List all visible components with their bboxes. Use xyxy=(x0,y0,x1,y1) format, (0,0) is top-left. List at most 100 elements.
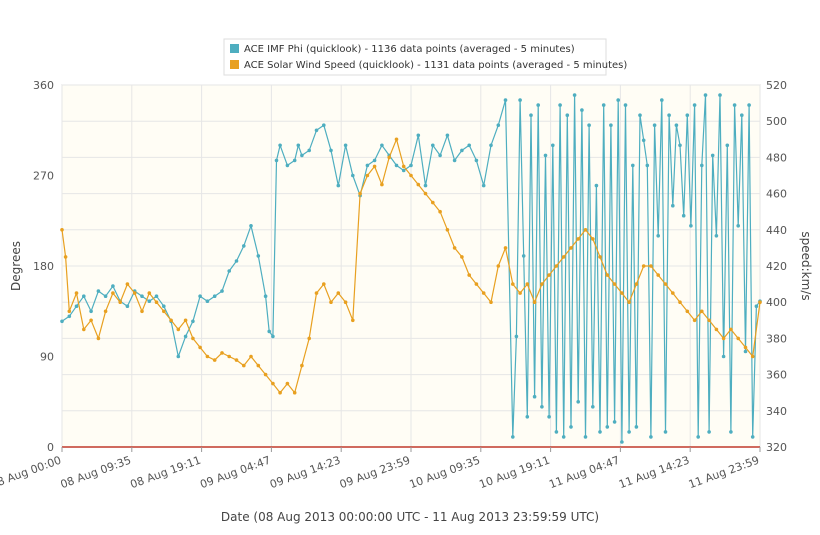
data-point xyxy=(67,309,72,314)
data-point xyxy=(401,164,406,169)
data-point xyxy=(423,191,428,196)
data-point xyxy=(365,173,370,178)
data-point xyxy=(725,143,730,148)
data-point xyxy=(271,381,275,386)
y-right-tick-label: 320 xyxy=(766,441,787,454)
data-point xyxy=(234,259,239,263)
y-right-tick-label: 340 xyxy=(766,405,787,418)
data-point xyxy=(162,309,166,314)
x-tick-label: 11 Aug 04:47 xyxy=(547,454,621,492)
data-point xyxy=(583,228,588,232)
data-point xyxy=(118,300,122,305)
data-point xyxy=(576,400,580,404)
data-point xyxy=(674,123,679,127)
data-point xyxy=(322,123,326,127)
data-point xyxy=(714,234,719,238)
data-point xyxy=(627,430,631,434)
y-right-tick-label: 460 xyxy=(766,188,787,201)
data-point xyxy=(718,93,722,97)
data-point xyxy=(543,153,548,158)
data-point xyxy=(747,103,751,107)
data-point xyxy=(162,304,166,309)
data-point xyxy=(721,354,726,359)
data-point xyxy=(710,153,715,158)
data-point xyxy=(591,237,595,241)
data-point xyxy=(536,103,540,107)
data-point xyxy=(649,435,653,439)
data-point xyxy=(551,143,555,148)
data-point xyxy=(729,430,733,434)
legend-item-imf-phi[interactable]: ACE IMF Phi (quicklook) - 1136 data poin… xyxy=(230,44,575,55)
data-point xyxy=(74,291,79,295)
data-point xyxy=(336,183,341,188)
y-left-tick-label: 360 xyxy=(33,79,54,92)
data-point xyxy=(460,255,464,259)
data-point xyxy=(736,336,740,341)
y-right-tick-label: 520 xyxy=(766,79,787,92)
data-point xyxy=(256,363,261,368)
x-tick-label: 09 Aug 23:59 xyxy=(338,454,412,492)
data-point xyxy=(525,282,530,286)
x-tick-label: 10 Aug 09:35 xyxy=(408,454,482,492)
data-point xyxy=(554,430,559,434)
x-tick-label: 11 Aug 23:59 xyxy=(687,454,761,492)
data-point xyxy=(612,420,617,424)
data-point xyxy=(754,304,759,309)
data-point xyxy=(667,113,671,117)
data-point xyxy=(467,143,472,148)
data-point xyxy=(452,246,457,250)
data-point xyxy=(641,264,646,268)
data-point xyxy=(372,158,377,163)
data-point xyxy=(263,372,268,377)
x-axis-label: Date (08 Aug 2013 00:00:00 UTC - 11 Aug … xyxy=(221,510,599,524)
y-left-tick-label: 90 xyxy=(40,351,54,364)
data-point xyxy=(565,113,570,117)
data-point xyxy=(645,163,650,168)
data-point xyxy=(609,123,613,127)
data-point xyxy=(147,291,152,295)
data-point xyxy=(620,440,624,444)
data-point xyxy=(154,294,159,299)
data-point xyxy=(234,358,239,362)
data-point xyxy=(707,318,711,323)
data-point xyxy=(623,103,628,107)
legend-item-solar-wind-speed[interactable]: ACE Solar Wind Speed (quicklook) - 1131 … xyxy=(230,60,627,71)
y-right-tick-label: 420 xyxy=(766,260,787,273)
data-point xyxy=(569,246,573,250)
data-point xyxy=(591,405,595,409)
data-point xyxy=(307,336,312,341)
data-point xyxy=(212,358,217,362)
data-point xyxy=(220,351,224,355)
y-right-tick-label: 400 xyxy=(766,296,787,309)
legend-label-solar-wind-speed: ACE Solar Wind Speed (quicklook) - 1131 … xyxy=(244,60,627,71)
data-point xyxy=(96,289,101,293)
data-point xyxy=(176,327,181,332)
data-point xyxy=(489,143,493,148)
data-point xyxy=(140,309,144,314)
y-left-tick-label: 270 xyxy=(33,170,54,183)
data-point xyxy=(467,273,472,277)
data-point xyxy=(409,163,413,168)
data-point xyxy=(431,143,435,148)
data-point xyxy=(481,291,486,295)
data-point xyxy=(627,300,631,305)
data-point xyxy=(103,294,108,299)
series-imf-phi xyxy=(60,93,762,444)
data-point xyxy=(750,354,755,359)
data-point xyxy=(125,304,130,309)
series-line xyxy=(61,94,761,443)
legend[interactable]: ACE IMF Phi (quicklook) - 1136 data poin… xyxy=(223,38,627,76)
data-point xyxy=(438,153,442,158)
data-point xyxy=(60,228,64,232)
data-point xyxy=(74,304,79,309)
y-right-tick-label: 440 xyxy=(766,224,787,237)
data-point xyxy=(721,336,726,341)
data-point xyxy=(554,264,559,268)
data-point xyxy=(518,291,522,295)
data-point xyxy=(656,234,660,238)
data-point xyxy=(532,300,537,305)
data-point xyxy=(598,430,602,434)
data-point xyxy=(263,294,268,299)
data-point xyxy=(329,300,333,305)
